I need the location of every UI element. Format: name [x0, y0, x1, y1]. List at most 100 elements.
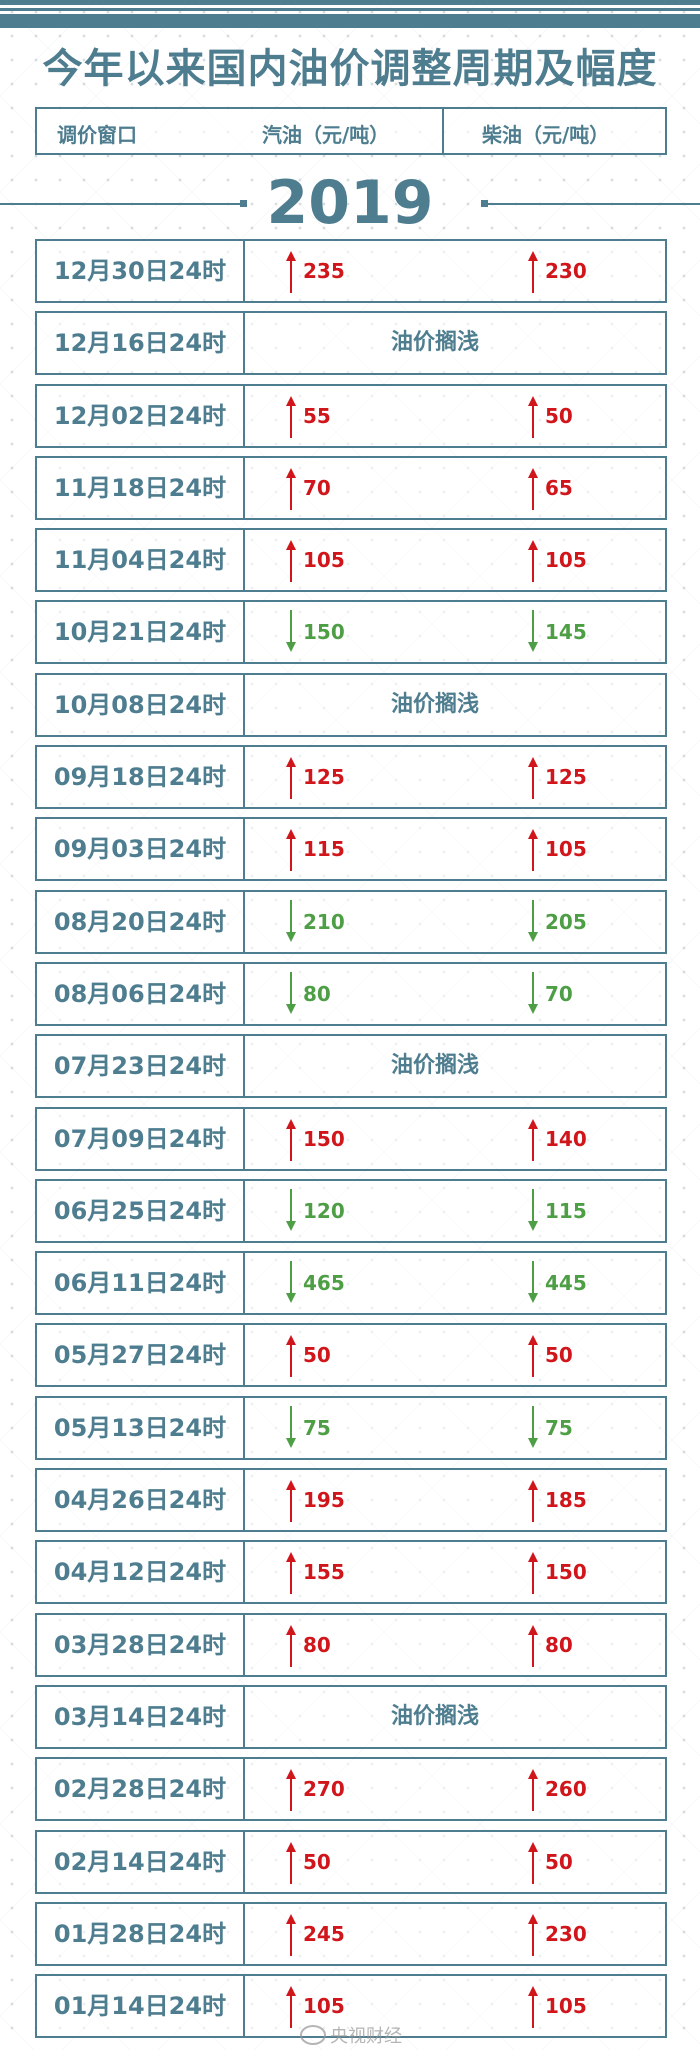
- arrow-down-icon: [527, 1405, 545, 1450]
- arrow-up-icon: [285, 1117, 303, 1161]
- arrow-up-icon: [285, 466, 303, 510]
- arrow-up-icon: [285, 1623, 303, 1667]
- table-row: 02月28日24时 270 260: [35, 1757, 667, 1822]
- diesel-change: 105: [527, 1976, 587, 2036]
- gasoline-change: 80: [285, 964, 331, 1024]
- arrow-up-icon: [285, 1840, 303, 1884]
- table-row: 01月14日24时 105 105: [35, 1974, 667, 2039]
- table-row: 06月25日24时 120 115: [35, 1178, 667, 1243]
- gasoline-change: 50: [285, 1325, 331, 1385]
- row-date: 08月20日24时: [37, 891, 245, 952]
- table-row: 07月09日24时 150 140: [35, 1106, 667, 1171]
- gasoline-value: 50: [303, 1343, 331, 1368]
- row-date: 12月30日24时: [37, 241, 245, 301]
- gasoline-change: 270: [285, 1759, 345, 1819]
- gasoline-value: 75: [303, 1415, 331, 1440]
- gasoline-value: 155: [303, 1560, 345, 1585]
- gasoline-change: 235: [285, 241, 345, 301]
- arrow-down-icon: [285, 1405, 303, 1450]
- diesel-change: 140: [527, 1109, 587, 1169]
- table-row: 05月13日24时 75 75: [35, 1395, 667, 1460]
- arrow-up-icon: [527, 1550, 545, 1595]
- gasoline-value: 210: [303, 909, 345, 934]
- gasoline-value: 80: [303, 981, 331, 1006]
- arrow-up-icon: [285, 1333, 303, 1378]
- row-note: 油价搁浅: [390, 1703, 479, 1729]
- diesel-change: 125: [527, 747, 587, 807]
- row-date: 08月06日24时: [37, 963, 245, 1024]
- diesel-change: 70: [527, 964, 573, 1024]
- year-divider-dot: [240, 200, 247, 207]
- table-row: 12月16日24时 油价搁浅: [35, 311, 667, 376]
- table-row: 11月04日24时 105 105: [35, 528, 667, 593]
- diesel-change: 50: [527, 1325, 573, 1385]
- row-date: 03月14日24时: [37, 1686, 245, 1747]
- diesel-change: 185: [527, 1470, 587, 1530]
- diesel-value: 105: [545, 837, 587, 862]
- diesel-value: 150: [545, 1560, 587, 1585]
- arrow-up-icon: [285, 1767, 303, 1812]
- table-row: 03月28日24时 80 80: [35, 1612, 667, 1677]
- arrow-up-icon: [527, 249, 545, 293]
- diesel-value: 105: [545, 1994, 587, 2019]
- gasoline-value: 150: [303, 620, 345, 645]
- diesel-change: 80: [527, 1615, 573, 1675]
- row-date: 06月25日24时: [37, 1180, 245, 1241]
- arrow-up-icon: [285, 249, 303, 293]
- diesel-value: 50: [545, 1343, 573, 1368]
- table-row: 11月18日24时 70 65: [35, 455, 667, 520]
- arrow-up-icon: [527, 1984, 545, 2029]
- gasoline-change: 465: [285, 1253, 345, 1313]
- table-row: 01月28日24时 245 230: [35, 1901, 667, 1966]
- row-date: 11月04日24时: [37, 530, 245, 591]
- arrow-up-icon: [527, 827, 545, 872]
- row-date: 10月21日24时: [37, 602, 245, 663]
- arrow-up-icon: [285, 1912, 303, 1956]
- gasoline-change: 210: [285, 892, 345, 952]
- gasoline-change: 150: [285, 602, 345, 662]
- gasoline-change: 55: [285, 386, 331, 446]
- gasoline-change: 155: [285, 1542, 345, 1602]
- diesel-value: 205: [545, 909, 587, 934]
- table-row: 12月02日24时 55 50: [35, 383, 667, 448]
- gasoline-value: 235: [303, 259, 345, 283]
- arrow-up-icon: [527, 1623, 545, 1667]
- table-row: 02月14日24时 50 50: [35, 1829, 667, 1894]
- header-gasoline: 汽油（元/吨）: [262, 123, 390, 147]
- arrow-up-icon: [285, 1984, 303, 2029]
- gasoline-change: 70: [285, 458, 331, 518]
- gasoline-change: 115: [285, 819, 345, 879]
- diesel-value: 70: [545, 981, 573, 1006]
- diesel-change: 145: [527, 602, 587, 662]
- arrow-down-icon: [285, 610, 303, 654]
- row-date: 10月08日24时: [37, 674, 245, 735]
- diesel-value: 75: [545, 1415, 573, 1440]
- gasoline-value: 105: [303, 548, 345, 573]
- row-date: 05月13日24时: [37, 1397, 245, 1458]
- diesel-value: 145: [545, 620, 587, 645]
- row-date: 04月12日24时: [37, 1542, 245, 1603]
- row-date: 12月16日24时: [37, 313, 245, 374]
- row-note: 油价搁浅: [390, 330, 479, 356]
- top-stripe: [0, 0, 700, 5]
- watermark-text: 央视财经: [330, 2026, 402, 2047]
- row-date: 06月11日24时: [37, 1253, 245, 1314]
- diesel-value: 50: [545, 403, 573, 428]
- arrow-down-icon: [527, 899, 545, 944]
- row-date: 03月28日24时: [37, 1614, 245, 1675]
- gasoline-value: 55: [303, 403, 331, 428]
- arrow-up-icon: [527, 1478, 545, 1523]
- gasoline-value: 465: [303, 1271, 345, 1296]
- diesel-change: 50: [527, 1832, 573, 1892]
- row-date: 07月09日24时: [37, 1108, 245, 1169]
- header-diesel: 柴油（元/吨）: [482, 123, 610, 147]
- gasoline-value: 125: [303, 765, 345, 790]
- diesel-change: 205: [527, 892, 587, 952]
- row-date: 05月27日24时: [37, 1325, 245, 1386]
- row-date: 04月26日24时: [37, 1470, 245, 1531]
- gasoline-change: 245: [285, 1904, 345, 1964]
- row-date: 11月18日24时: [37, 457, 245, 518]
- arrow-up-icon: [285, 755, 303, 800]
- arrow-up-icon: [527, 394, 545, 438]
- year-divider-left: [0, 203, 240, 205]
